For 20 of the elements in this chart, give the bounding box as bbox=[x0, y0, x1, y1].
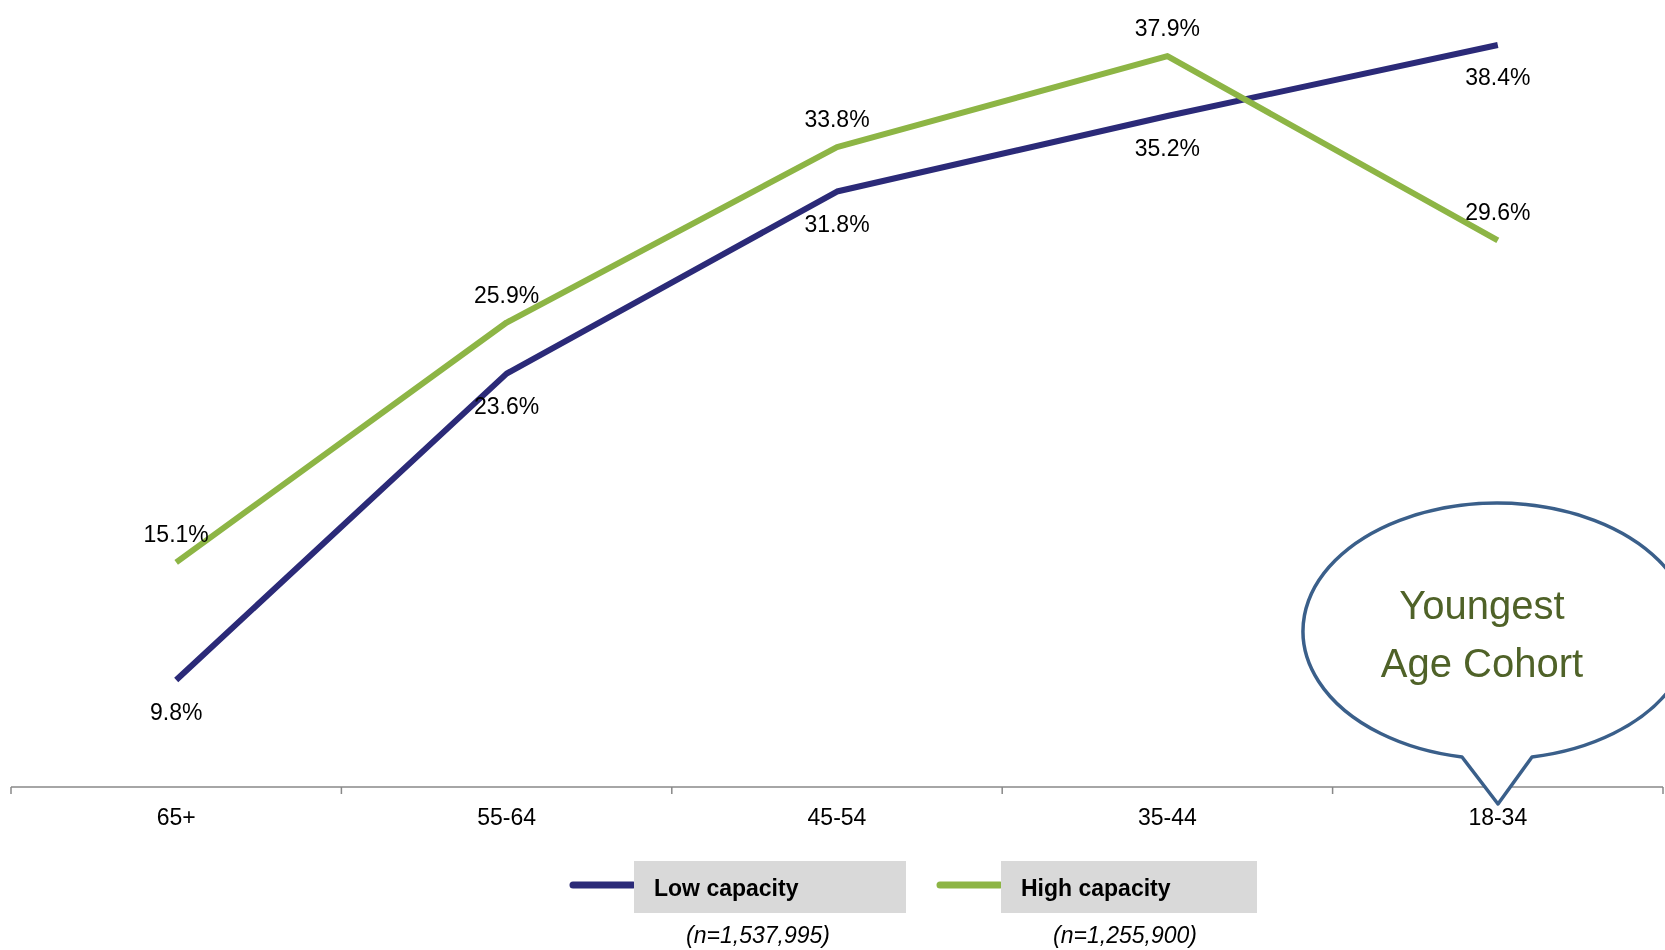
data-label: 29.6% bbox=[1465, 199, 1531, 226]
data-label: 33.8% bbox=[804, 106, 870, 133]
data-label: 15.1% bbox=[143, 521, 209, 548]
annotation: Youngest Age Cohort bbox=[1380, 583, 1584, 685]
data-label: 35.2% bbox=[1134, 135, 1201, 162]
x-tick-label: 65+ bbox=[156, 804, 196, 830]
legend-label: Low capacity bbox=[654, 875, 799, 901]
x-tick-label: 35-44 bbox=[1137, 804, 1198, 830]
data-label: 25.9% bbox=[473, 281, 540, 308]
text: (n=1,537,995) bbox=[686, 922, 830, 948]
data-label: 31.8% bbox=[804, 210, 870, 237]
data-label: 23.6% bbox=[473, 392, 540, 419]
data-label: 38.4% bbox=[1465, 64, 1531, 90]
text: (n=1,255,900) bbox=[1053, 922, 1197, 948]
x-tick-label: 55-64 bbox=[477, 804, 537, 830]
x-tick-label: 18-34 bbox=[1468, 804, 1528, 830]
legend-label: High capacity bbox=[1021, 875, 1171, 901]
data-label: 9.8% bbox=[149, 699, 203, 725]
data-label: 37.9% bbox=[1134, 15, 1201, 42]
x-tick-label: 45-54 bbox=[807, 804, 867, 830]
